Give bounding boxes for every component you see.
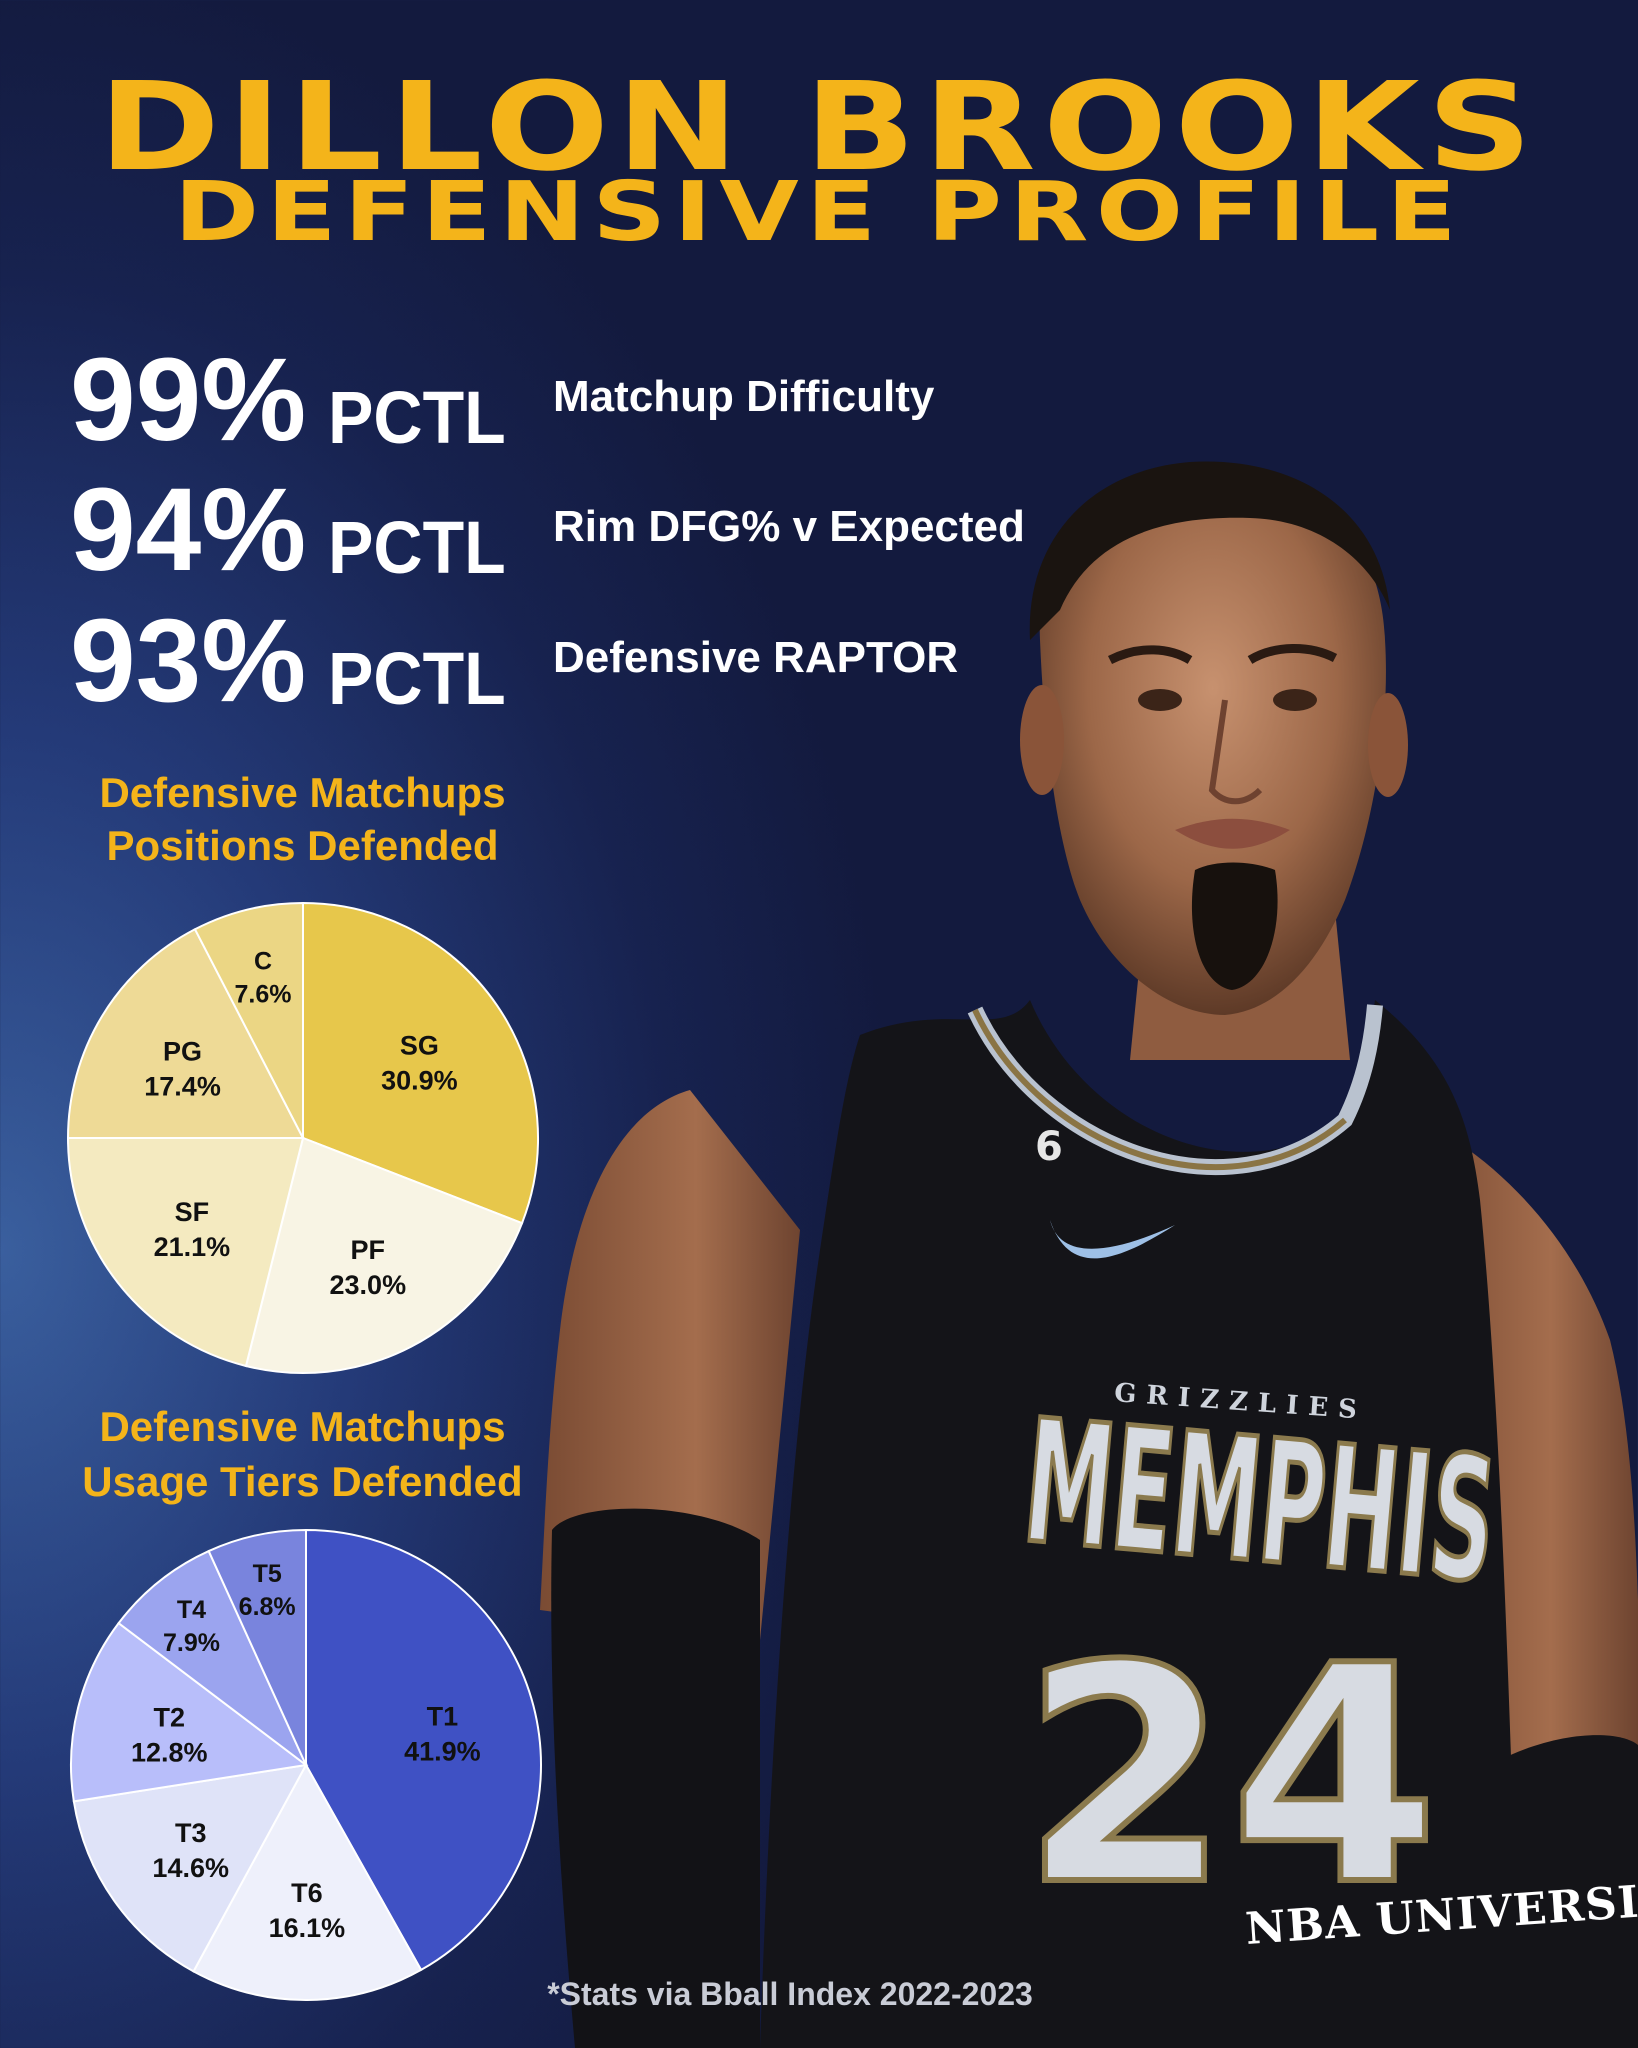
stat-label: Rim DFG% v Expected: [553, 502, 1025, 551]
stat-label: Defensive RAPTOR: [553, 633, 959, 682]
slice-label: SF: [175, 1197, 210, 1227]
slice-value-label: 7.9%: [163, 1629, 220, 1657]
footnote: *Stats via Bball Index 2022-2023: [547, 1976, 1033, 2012]
positions-heading-line-1: Defensive Matchups: [99, 769, 506, 816]
slice-label: T4: [177, 1596, 206, 1624]
slice-value-label: 16.1%: [269, 1913, 346, 1943]
stat-unit: PCTL: [328, 637, 506, 720]
pie-slice-t2: [70, 1621, 309, 1803]
stat-value: 93%: [70, 595, 307, 727]
pie-slice-sg: [302, 901, 539, 1225]
stat-value: 94%: [70, 464, 307, 596]
slice-label: T1: [427, 1701, 459, 1731]
usage-heading-line-1: Defensive Matchups: [99, 1403, 506, 1450]
jersey-small-number: 6: [1035, 1124, 1063, 1170]
stat-unit: PCTL: [328, 506, 506, 589]
pie-slice-t6: [192, 1762, 423, 2001]
positions-pie-chart: SG 30.9% PF 23.0% SF 21.1% PG 17.4% C 7.6%: [66, 901, 539, 1374]
stat-unit: PCTL: [328, 376, 506, 459]
slice-value-label: 41.9%: [404, 1736, 481, 1766]
slice-label: SG: [400, 1030, 439, 1060]
jersey-number: 24: [1021, 1602, 1438, 1951]
slice-value-label: 21.1%: [154, 1232, 231, 1262]
stat-value: 99%: [70, 334, 307, 466]
pie-slice-t4: [117, 1549, 307, 1766]
pie-slice-sf: [66, 1137, 305, 1368]
slice-label: T6: [291, 1878, 323, 1908]
title-line-2: DEFENSIVE PROFILE: [173, 165, 1465, 260]
slice-label: C: [254, 948, 272, 976]
jersey-wordmark: MEMPHIS: [1017, 1383, 1502, 1621]
slice-value-label: 6.8%: [239, 1593, 296, 1621]
slice-value-label: 14.6%: [152, 1853, 229, 1883]
slice-label: PF: [351, 1235, 386, 1265]
pie-slice-c: [193, 901, 304, 1139]
slice-value-label: 17.4%: [144, 1072, 221, 1102]
slice-value-label: 23.0%: [330, 1270, 407, 1300]
slice-label: T5: [253, 1560, 282, 1588]
usage-tiers-pie-chart: T1 41.9% T6 16.1% T3 14.6% T2 12.8% T4 7.9% T5 6.8%: [70, 1528, 542, 2001]
slice-label: T3: [175, 1818, 207, 1848]
pie-slice-t1: [305, 1528, 542, 1972]
usage-heading-line-2: Usage Tiers Defended: [82, 1458, 523, 1505]
pie-slice-pf: [244, 1136, 524, 1374]
slice-value-label: 7.6%: [234, 981, 291, 1009]
slice-value-label: 30.9%: [381, 1065, 458, 1095]
pie-slice-pg: [66, 927, 305, 1139]
pie-slice-t3: [72, 1763, 308, 1973]
slice-label: T2: [153, 1703, 185, 1733]
pie-slice-t5: [207, 1528, 307, 1766]
title-line-1: DILLON BROOKS: [98, 56, 1540, 198]
stat-label: Matchup Difficulty: [553, 372, 935, 421]
slice-label: PG: [163, 1037, 202, 1067]
positions-heading-line-2: Positions Defended: [106, 822, 499, 869]
slice-value-label: 12.8%: [131, 1738, 208, 1768]
